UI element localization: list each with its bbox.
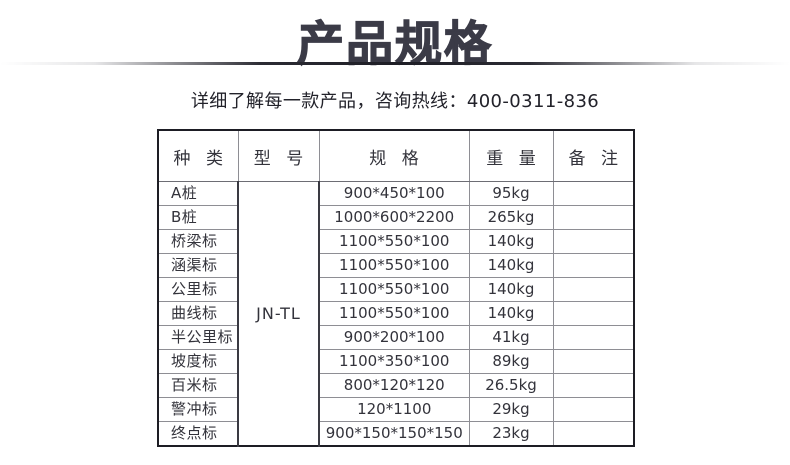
table-header-row: 种 类 型 号 规 格 重 量 备 注 <box>158 130 634 182</box>
cell-note <box>553 229 634 254</box>
cell-note <box>553 181 634 206</box>
cell-note <box>553 301 634 326</box>
cell-note <box>553 349 634 374</box>
cell-kind: 百米标 <box>158 373 239 398</box>
table-row: 半公里标 900*200*100 41kg <box>158 325 634 350</box>
cell-kind: 半公里标 <box>158 325 239 350</box>
cell-note <box>553 277 634 302</box>
table-header: 种 类 型 号 规 格 重 量 备 注 <box>158 130 634 182</box>
cell-weight: 23kg <box>469 421 554 446</box>
cell-weight: 265kg <box>469 205 554 230</box>
cell-spec: 900*200*100 <box>319 325 470 350</box>
cell-spec: 1100*550*100 <box>319 277 470 302</box>
cell-note <box>553 373 634 398</box>
column-header-model: 型 号 <box>237 130 320 182</box>
table-row: 涵渠标 1100*550*100 140kg <box>158 253 634 278</box>
spec-table-container: 种 类 型 号 规 格 重 量 备 注 A桩 JN-TL 900*450*100 95… <box>157 129 635 447</box>
table-row: 百米标 800*120*120 26.5kg <box>158 373 634 398</box>
page-subtitle: 详细了解每一款产品，咨询热线：400-0311-836 <box>190 91 600 112</box>
cell-spec: 800*120*120 <box>319 373 470 398</box>
table-row: B桩 1000*600*2200 265kg <box>158 205 634 230</box>
cell-spec: 900*450*100 <box>319 181 470 206</box>
cell-weight: 89kg <box>469 349 554 374</box>
cell-spec: 1100*550*100 <box>319 253 470 278</box>
table-row: 公里标 1100*550*100 140kg <box>158 277 634 302</box>
table-row: A桩 JN-TL 900*450*100 95kg <box>158 181 634 446</box>
cell-weight: 140kg <box>469 277 554 302</box>
column-header-weight: 重 量 <box>468 130 554 182</box>
cell-note <box>553 205 634 230</box>
cell-kind: B桩 <box>158 205 239 230</box>
table-row: 警冲标 120*1100 29kg <box>158 397 634 422</box>
cell-weight: 26.5kg <box>469 373 554 398</box>
product-spec-table: 种 类 型 号 规 格 重 量 备 注 A桩 JN-TL 900*450*100 95… <box>157 129 635 447</box>
column-header-spec: 规 格 <box>318 130 470 182</box>
title-divider-rule <box>0 62 790 65</box>
cell-model: JN-TL <box>238 181 320 446</box>
cell-note <box>553 325 634 350</box>
cell-weight: 95kg <box>469 181 554 206</box>
cell-spec: 1100*550*100 <box>319 301 470 326</box>
cell-kind: 警冲标 <box>158 397 239 422</box>
cell-kind: 终点标 <box>158 421 239 446</box>
table-row: 坡度标 1100*350*100 89kg <box>158 349 634 374</box>
table-row: 终点标 900*150*150*150 23kg <box>158 421 634 446</box>
cell-weight: 29kg <box>469 397 554 422</box>
cell-spec: 1000*600*2200 <box>319 205 470 230</box>
cell-weight: 140kg <box>469 253 554 278</box>
cell-kind: 公里标 <box>158 277 239 302</box>
cell-note <box>553 421 634 446</box>
table-row: 桥梁标 1100*550*100 140kg <box>158 229 634 254</box>
cell-spec: 1100*350*100 <box>319 349 470 374</box>
cell-weight: 140kg <box>469 229 554 254</box>
cell-weight: 140kg <box>469 301 554 326</box>
cell-note <box>553 253 634 278</box>
cell-kind: 桥梁标 <box>158 229 239 254</box>
cell-weight: 41kg <box>469 325 554 350</box>
cell-kind: 涵渠标 <box>158 253 239 278</box>
table-row: 曲线标 1100*550*100 140kg <box>158 301 634 326</box>
cell-kind: A桩 <box>158 181 239 206</box>
cell-kind: 曲线标 <box>158 301 239 326</box>
table-body: A桩 JN-TL 900*450*100 95kg B桩 1000*600*2200 265… <box>158 181 634 446</box>
cell-spec: 900*150*150*150 <box>319 421 470 446</box>
cell-spec: 1100*550*100 <box>319 229 470 254</box>
cell-note <box>553 397 634 422</box>
cell-kind: 坡度标 <box>158 349 239 374</box>
column-header-note: 备 注 <box>552 130 634 182</box>
cell-spec: 120*1100 <box>319 397 470 422</box>
column-header-kind: 种 类 <box>158 130 239 182</box>
